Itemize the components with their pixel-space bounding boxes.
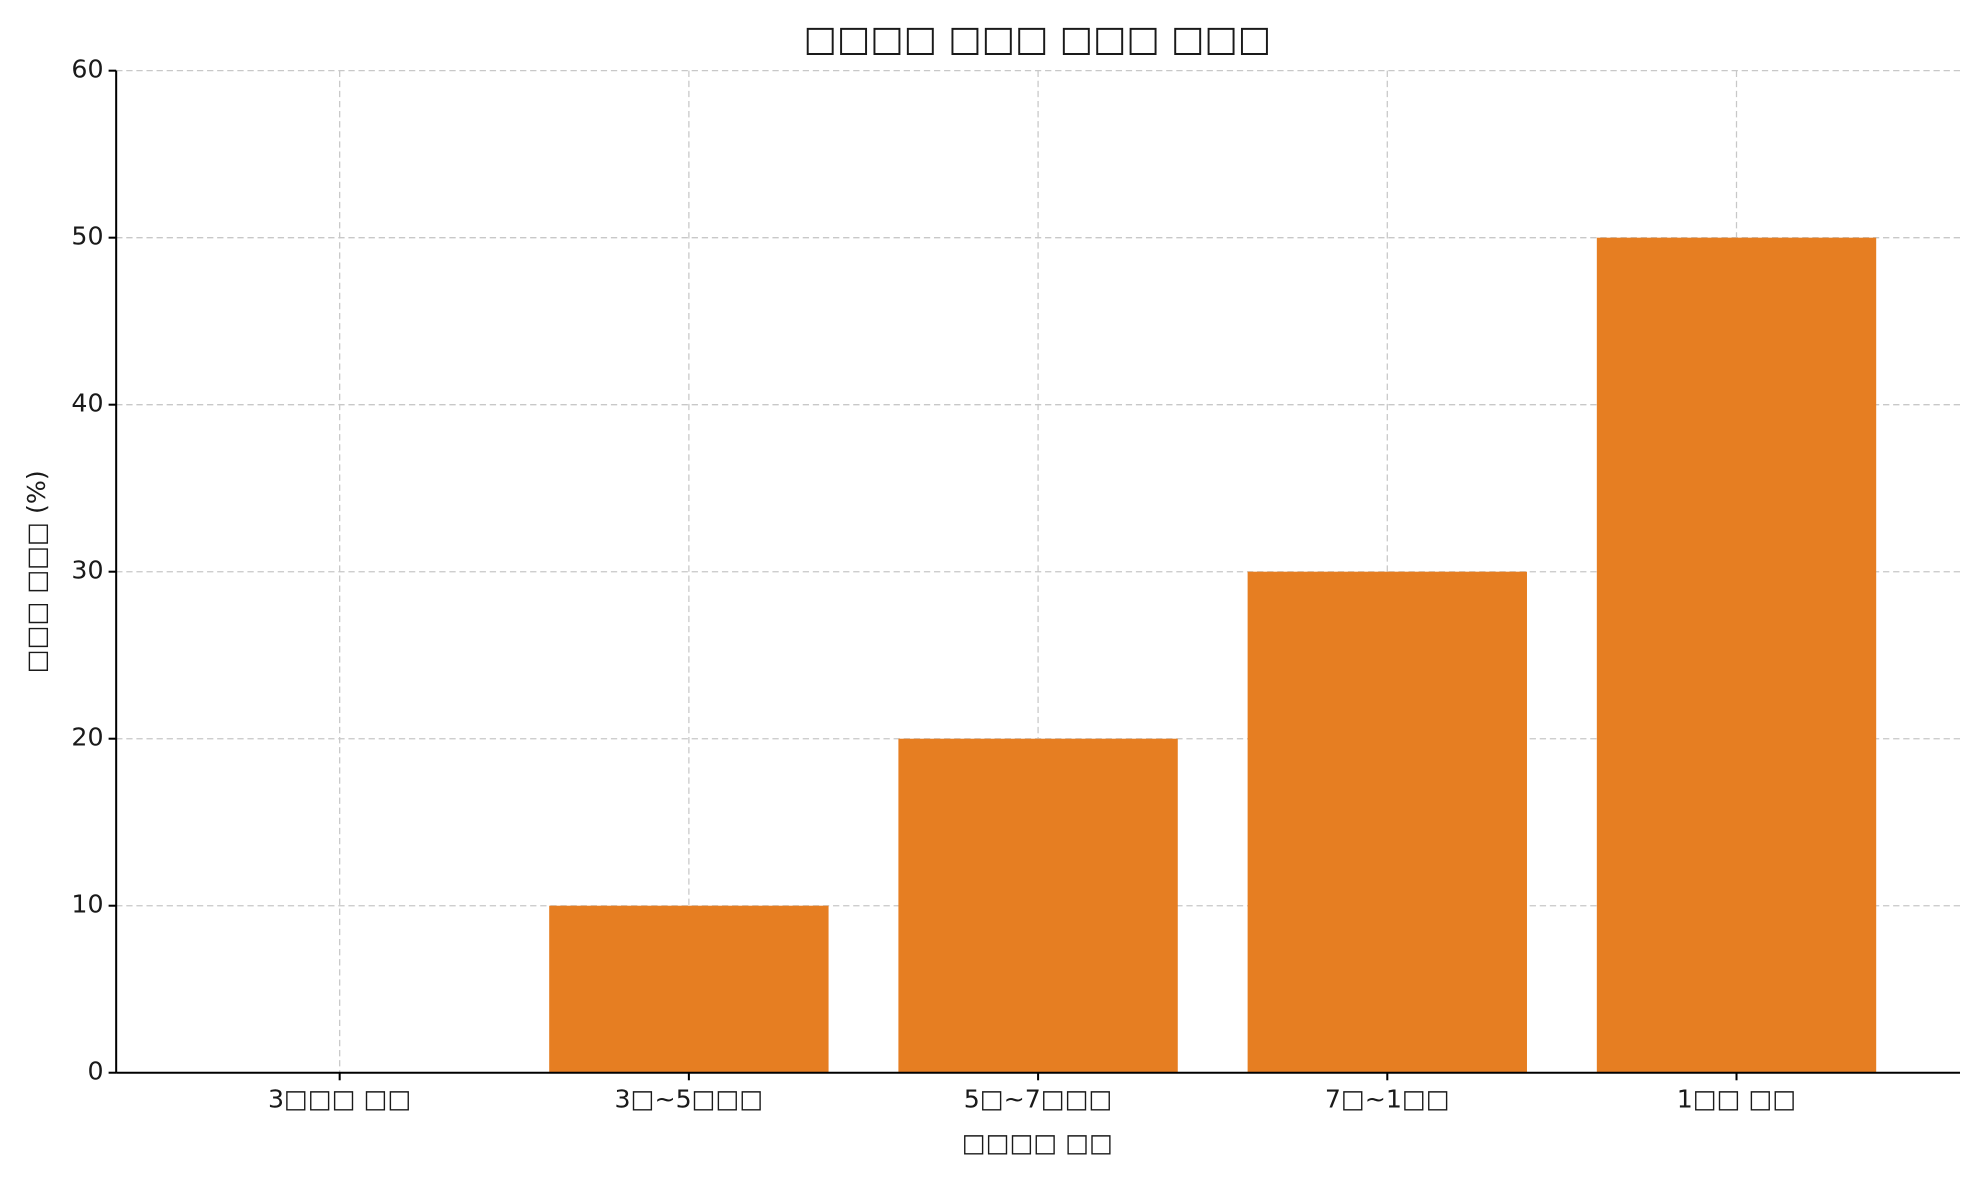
x-tick-label: 7□~1□□	[1325, 1084, 1450, 1113]
y-tick-label: 10	[71, 890, 103, 919]
y-tick-label: 60	[71, 55, 103, 84]
bar	[1247, 571, 1527, 1073]
x-tick-label: 5□~7□□□	[964, 1084, 1113, 1113]
x-tick-label: 3□□□ □□	[268, 1084, 411, 1113]
chart-title: □□□□ □□□ □□□ □□□	[804, 18, 1272, 59]
y-axis-label: □□□ □□□ (%)	[22, 470, 51, 673]
x-tick-label: 1□□ □□	[1677, 1084, 1796, 1113]
bar	[549, 905, 829, 1073]
bar	[1596, 237, 1877, 1073]
y-tick-label: 50	[71, 222, 103, 251]
y-tick-label: 0	[87, 1057, 103, 1086]
x-axis-label: □□□□ □□	[962, 1129, 1113, 1158]
bar	[898, 738, 1178, 1073]
y-tick-label: 30	[71, 556, 103, 585]
y-tick-label: 20	[71, 723, 103, 752]
y-tick-label: 40	[71, 389, 103, 418]
x-tick-label: 3□~5□□□	[615, 1084, 764, 1113]
